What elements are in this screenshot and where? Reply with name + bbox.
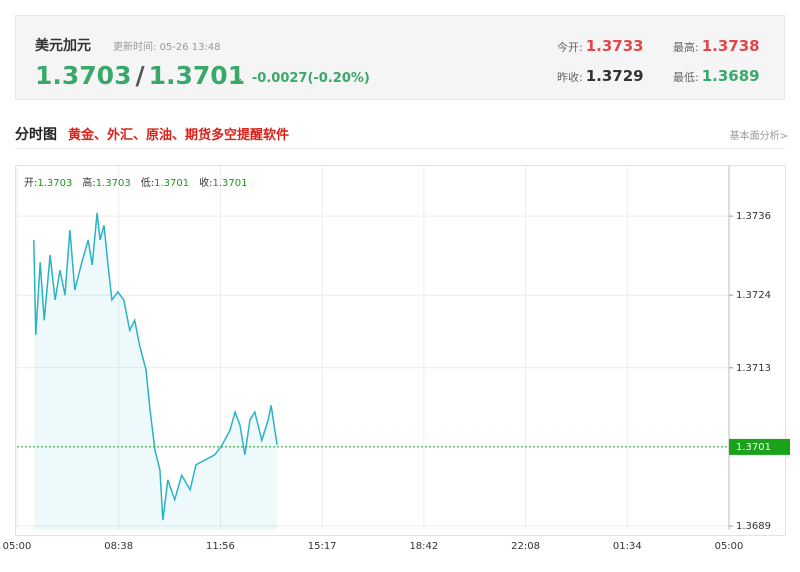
info-label: 低: — [140, 178, 155, 189]
x-tick-label: 08:38 — [104, 541, 133, 552]
x-tick-label: 11:56 — [206, 541, 235, 552]
last-price-label: 1.3701 — [736, 442, 771, 453]
high-stat: 最高: 1.3738 — [673, 36, 760, 55]
info-value: 1.3701 — [212, 178, 248, 189]
stat-label: 最高: — [673, 41, 699, 54]
update-value: 05-26 13:48 — [159, 42, 221, 53]
info-value: 1.3701 — [154, 178, 190, 189]
change-value: -0.0027(-0.20%) — [251, 71, 370, 86]
stat-label: 最低: — [673, 71, 699, 84]
x-tick-label: 05:00 — [715, 541, 744, 552]
x-tick-label: 18:42 — [409, 541, 438, 552]
y-tick-label: 1.3724 — [736, 290, 771, 301]
area — [33, 212, 278, 531]
open-stat: 今开: 1.3733 — [557, 36, 644, 55]
chart-frame — [15, 165, 786, 536]
y-tick-label: 1.3736 — [736, 211, 771, 222]
update-time: 更新时间: 05-26 13:48 — [113, 38, 221, 53]
info-label: 开: — [24, 178, 38, 189]
info-value: 1.3703 — [95, 178, 131, 189]
section-title: 分时图 — [15, 127, 57, 143]
x-tick-label: 01:34 — [613, 541, 642, 552]
info-label: 高: — [82, 178, 96, 189]
bid: 1.3703 — [35, 61, 132, 90]
info-label: 收: — [199, 178, 213, 189]
symbol-name: 美元加元 — [35, 38, 91, 54]
prev-stat: 昨收: 1.3729 — [557, 66, 644, 85]
price: 1.3703/1.3701 — [35, 61, 245, 90]
last-price-tag — [729, 438, 790, 455]
stat-label: 昨收: — [557, 71, 583, 84]
update-label: 更新时间: — [113, 42, 157, 53]
promo-link[interactable]: 黄金、外汇、原油、期货多空提醒软件 — [68, 128, 290, 143]
info-value: 1.3703 — [37, 178, 73, 189]
x-tick-label: 15:17 — [308, 541, 337, 552]
y-tick-label: 1.3713 — [736, 363, 771, 374]
ask: 1.3701 — [148, 61, 246, 90]
separator: / — [135, 61, 145, 90]
stat-value: 1.3689 — [701, 67, 760, 85]
stat-label: 今开: — [557, 41, 583, 54]
divider — [15, 148, 785, 149]
y-tick-label: 1.3689 — [736, 521, 771, 532]
analysis-link[interactable]: 基本面分析> — [729, 131, 788, 142]
low-stat: 最低: 1.3689 — [673, 66, 760, 85]
stat-value: 1.3738 — [701, 37, 760, 55]
x-tick-label: 22:08 — [511, 541, 540, 552]
price-line — [33, 212, 278, 521]
stat-value: 1.3733 — [585, 37, 644, 55]
stat-value: 1.3729 — [585, 67, 644, 85]
change: ↓ -0.0027(-0.20%) — [233, 71, 370, 86]
x-tick-label: 05:00 — [3, 541, 32, 552]
ohlc-info: 开:1.3703 高:1.3703 低:1.3701 收:1.3701 — [24, 174, 258, 189]
arrow: ↓ — [233, 71, 244, 86]
quote-panel: 美元加元 更新时间: 05-26 13:48 1.3703/1.3701 ↓ -0… — [15, 15, 785, 100]
